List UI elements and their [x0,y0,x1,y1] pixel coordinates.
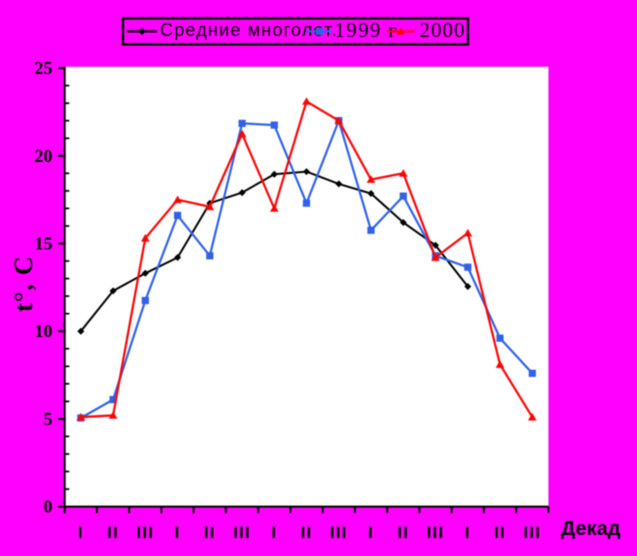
svg-text:I: I [78,523,84,542]
svg-text:II: II [494,523,506,542]
svg-text:II: II [107,523,119,542]
svg-text:20: 20 [35,146,53,166]
svg-text:II: II [301,523,313,542]
svg-text:II: II [397,523,409,542]
svg-text:1999 г: 1999 г [335,18,399,42]
svg-text:III: III [233,523,251,542]
svg-text:I: I [465,523,471,542]
svg-text:I: I [175,523,181,542]
svg-text:III: III [330,523,348,542]
svg-text:25: 25 [35,58,53,78]
svg-text:Средние многолет.: Средние многолет. [160,20,338,40]
svg-text:5: 5 [44,409,53,429]
svg-text:0: 0 [44,497,53,517]
svg-text:III: III [136,523,154,542]
svg-text:I: I [368,523,374,542]
svg-text:III: III [427,523,445,542]
svg-text:III: III [523,523,541,542]
svg-text:t°, C: t°, C [9,255,38,312]
svg-text:10: 10 [35,321,53,341]
svg-text:I: I [271,523,277,542]
svg-text:15: 15 [35,234,53,254]
svg-text:II: II [204,523,216,542]
svg-text:Декад: Декад [561,518,621,540]
svg-text:2000: 2000 [420,18,466,42]
